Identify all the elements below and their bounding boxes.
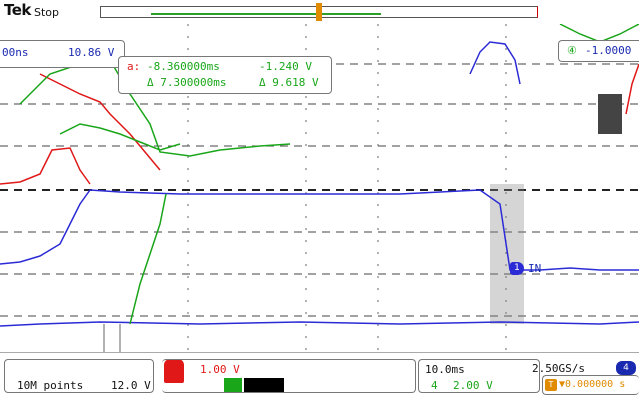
cursor-lines xyxy=(103,324,121,352)
acquisition-settings[interactable]: 10M points 12.0 V xyxy=(4,359,154,393)
channel-4-scale: 2.00 V xyxy=(453,379,493,392)
trigger-settings[interactable]: T ▼0.000000 s xyxy=(542,375,639,395)
channel-2-trace xyxy=(39,73,161,171)
trigger-badge: T xyxy=(545,379,557,391)
channel-4-tab[interactable]: 4 xyxy=(616,361,636,375)
trigger-position-icon[interactable] xyxy=(316,3,322,21)
channel-3-block xyxy=(244,378,284,392)
cursor-time-readout: 00ns xyxy=(2,46,29,59)
cursor-readout-left[interactable]: 00ns 10.86 V xyxy=(0,40,125,68)
channel-3-indicator[interactable] xyxy=(224,378,242,392)
channel-2-tab[interactable] xyxy=(164,359,184,383)
status-bar: 10M points 12.0 V 1.00 V 10.0ms 4 2.00 V… xyxy=(0,352,639,400)
top-bar: Tek Stop xyxy=(0,0,639,22)
cursor-a-marker: a: xyxy=(127,60,141,73)
record-view-window[interactable] xyxy=(151,13,381,15)
acquisition-state: Stop xyxy=(34,6,60,19)
trigger-position: ▼0.000000 s xyxy=(559,379,626,390)
cursor-a-value: -1.240 V xyxy=(259,60,312,73)
channel-4-readout[interactable]: ④ -1.0000 xyxy=(558,40,639,62)
cursor-readout-delta[interactable]: a: -8.360000ms -1.240 V Δ 7.300000ms Δ 9… xyxy=(118,56,332,94)
brand-logo: Tek xyxy=(4,1,31,19)
timebase: 10.0ms xyxy=(425,363,465,376)
grid-lines xyxy=(0,63,639,317)
record-length: 10M points xyxy=(17,379,84,392)
waveform-graticule xyxy=(0,24,639,352)
channel-2-scale: 1.00 V xyxy=(200,363,240,376)
channel-4-badge: ④ xyxy=(567,44,577,57)
channel-2-settings[interactable]: 1.00 V xyxy=(162,359,416,393)
cursor-voltage-readout: 10.86 V xyxy=(68,46,115,59)
cursor-delta-time: Δ 7.300000ms xyxy=(147,76,227,89)
channel-4-circle: 4 xyxy=(431,379,438,392)
channel-1-trace xyxy=(0,189,639,271)
horizontal-settings[interactable]: 10.0ms 4 2.00 V xyxy=(418,359,540,393)
sample-rate: 2.50GS/s xyxy=(532,362,585,375)
channel-4-value: -1.0000 xyxy=(585,44,632,57)
cursor-delta-value: Δ 9.618 V xyxy=(259,76,319,89)
channel-1-trace-label: IN xyxy=(528,262,542,275)
channel-1-scale: 12.0 V xyxy=(111,379,151,392)
cursor-a-time: -8.360000ms xyxy=(147,60,220,73)
channel-1-marker-icon[interactable]: 1 xyxy=(510,262,524,275)
